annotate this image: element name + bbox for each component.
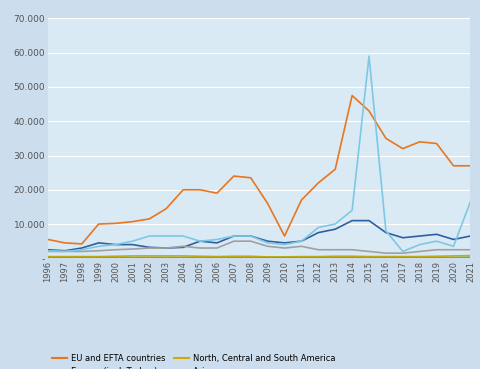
- Legend: EU and EFTA countries, Europe (incl. Turkey), Africa, North, Central and South A: EU and EFTA countries, Europe (incl. Tur…: [52, 354, 355, 369]
